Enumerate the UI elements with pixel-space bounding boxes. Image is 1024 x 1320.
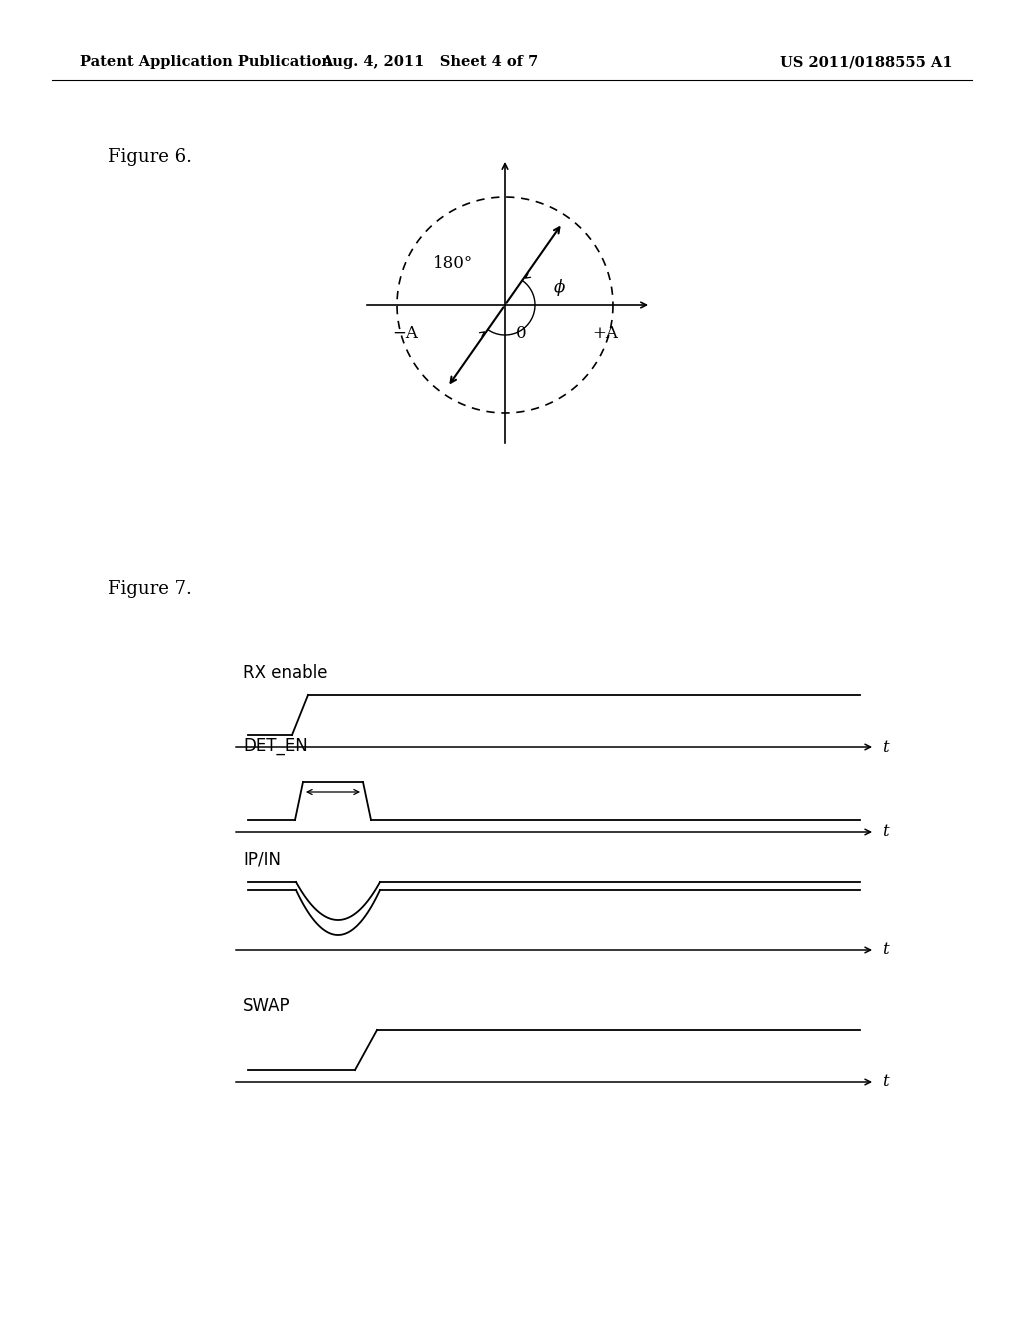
Text: −A: −A [392,325,418,342]
Text: t: t [882,1073,889,1090]
Text: US 2011/0188555 A1: US 2011/0188555 A1 [780,55,952,69]
Text: +A: +A [592,325,617,342]
Text: ϕ: ϕ [554,279,565,296]
Text: Figure 7.: Figure 7. [108,579,191,598]
Text: IP/IN: IP/IN [243,850,281,869]
Text: RX enable: RX enable [243,664,328,682]
Text: Patent Application Publication: Patent Application Publication [80,55,332,69]
Text: t: t [882,738,889,755]
Text: t: t [882,824,889,841]
Text: 0: 0 [516,325,526,342]
Text: Aug. 4, 2011   Sheet 4 of 7: Aug. 4, 2011 Sheet 4 of 7 [322,55,539,69]
Text: SWAP: SWAP [243,997,291,1015]
Text: DET_EN: DET_EN [243,737,308,755]
Text: t: t [882,941,889,958]
Text: 180°: 180° [433,255,473,272]
Text: Figure 6.: Figure 6. [108,148,193,166]
